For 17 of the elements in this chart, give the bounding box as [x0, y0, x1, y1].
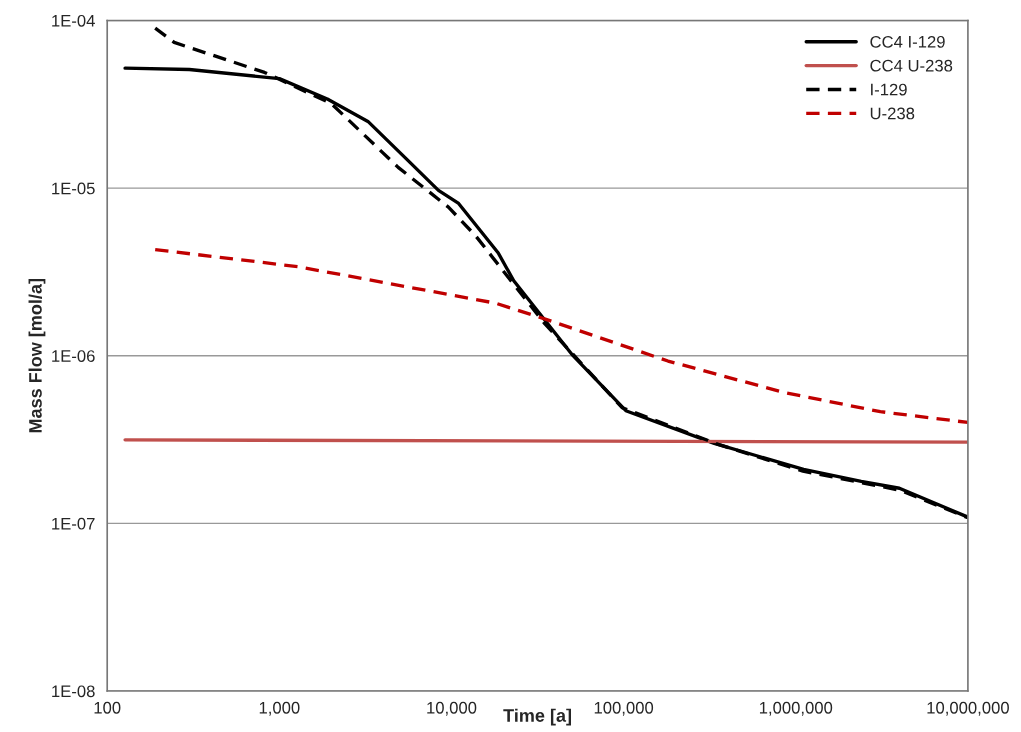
x-tick-label: 1,000 [259, 701, 300, 716]
x-tick-label: 10,000 [427, 701, 477, 716]
legend-label: CC4 U-238 [870, 59, 953, 72]
y-axis-title: Mass Flow [mol/a] [28, 279, 46, 433]
x-axis-title: Time [a] [503, 708, 571, 726]
legend-label: I-129 [871, 83, 907, 96]
x-tick-label: 100 [94, 701, 121, 714]
y-tick-label: 1E-08 [52, 685, 95, 698]
y-tick-label: 1E-06 [52, 350, 95, 362]
y-tick-label: 1E-07 [52, 517, 95, 530]
x-tick-label: 100,000 [594, 701, 654, 716]
x-tick-label: 1,000,000 [759, 701, 833, 716]
x-tick-label: 10,000,000 [927, 701, 1009, 716]
legend-label: U-238 [870, 107, 915, 120]
legend-label: CC4 I-129 [870, 35, 945, 48]
y-tick-label: 1E-05 [52, 182, 95, 195]
y-tick-label: 1E-04 [52, 14, 95, 27]
